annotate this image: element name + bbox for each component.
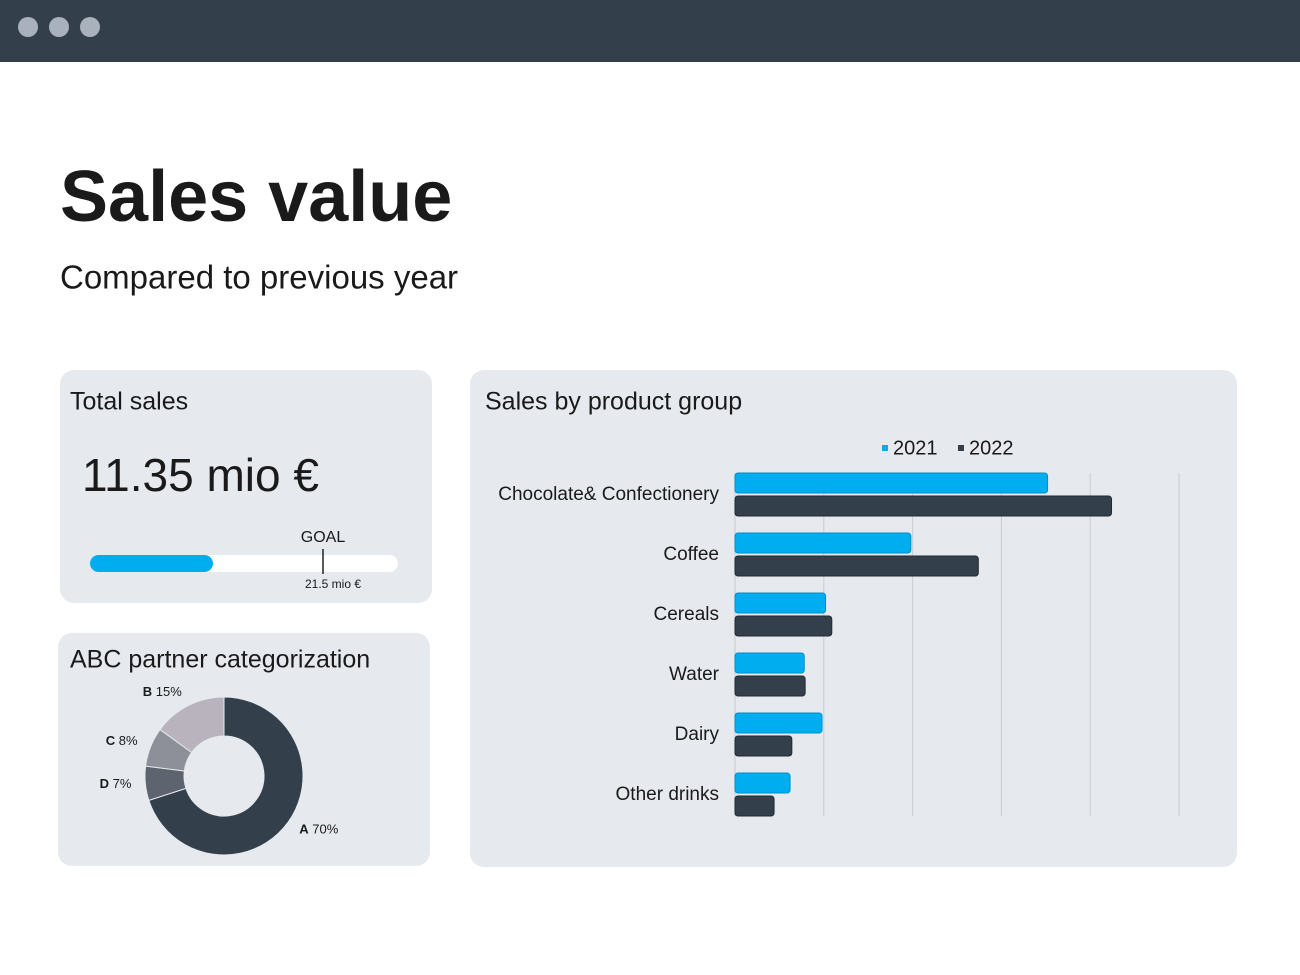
legend-swatch (882, 445, 888, 451)
bar (734, 652, 805, 674)
pie-label-value: 7% (113, 776, 132, 791)
goal-label: 21.5 mio € (305, 577, 361, 591)
pie-label-category: D (100, 776, 109, 791)
card (470, 370, 1237, 867)
page-title: Sales value (60, 157, 452, 237)
card-title: ABC partner categorization (70, 646, 370, 674)
bar (734, 712, 823, 734)
window-button[interactable] (80, 17, 100, 37)
card-title: Total sales (70, 388, 188, 416)
category-label: Chocolate& Confectionery (498, 484, 719, 505)
pie-label-category: C (106, 733, 116, 748)
bar (734, 795, 775, 817)
pie-label: B 15% (143, 685, 182, 700)
pie-label-category: A (299, 822, 309, 837)
bar (734, 615, 833, 637)
bar (734, 772, 791, 794)
legend-swatch (958, 445, 964, 451)
pie-slice (148, 696, 304, 856)
pie-label: D 7% (100, 776, 132, 791)
progress-fill (90, 555, 214, 572)
bar (734, 495, 1113, 517)
pie-label: A 70% (299, 822, 338, 837)
window-bar (0, 0, 1300, 62)
bar (734, 555, 979, 577)
kpi-value: 11.35 mio € (82, 449, 319, 501)
bar (734, 472, 1049, 494)
legend-label: 2022 (969, 437, 1014, 459)
window-button[interactable] (49, 17, 69, 37)
bar (734, 675, 806, 697)
legend-label: 2021 (893, 437, 938, 459)
window-button[interactable] (18, 17, 38, 37)
pie-label-value: 15% (156, 685, 182, 700)
goal-title: GOAL (301, 529, 346, 546)
pie-label-value: 8% (119, 733, 138, 748)
bar (734, 735, 793, 757)
page-subtitle: Compared to previous year (60, 259, 458, 296)
category-label: Other drinks (616, 784, 719, 805)
category-label: Water (669, 664, 720, 685)
card (60, 370, 432, 603)
category-label: Coffee (663, 544, 719, 565)
card-title: Sales by product group (485, 388, 742, 416)
card (58, 633, 430, 866)
bar (734, 592, 827, 614)
pie-slice (159, 696, 225, 754)
pie-label-value: 70% (312, 822, 338, 837)
pie-label: C 8% (106, 733, 138, 748)
pie-label-category: B (143, 685, 152, 700)
category-label: Cereals (654, 604, 719, 625)
bar (734, 532, 912, 554)
category-label: Dairy (675, 724, 720, 745)
